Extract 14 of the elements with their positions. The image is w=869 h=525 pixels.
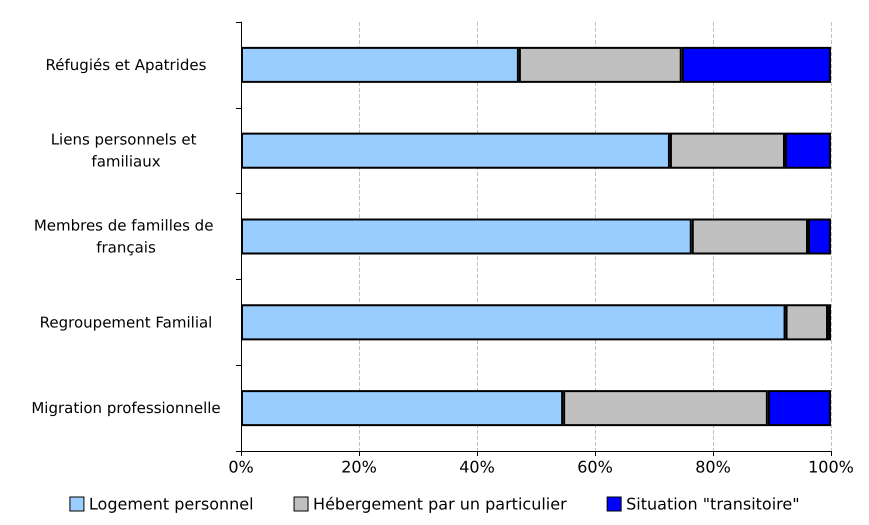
legend-label: Situation "transitoire" [626,494,800,514]
legend-label: Logement personnel [88,494,254,514]
x-tick-label: 40% [459,458,495,476]
y-tick-label: Membres de familles de français [34,216,218,256]
x-tick-label: 20% [341,458,377,476]
x-tick-label: 0% [228,458,254,476]
x-tick-label: 100% [808,458,854,476]
x-tick-label: 80% [695,458,731,476]
y-tick-label: Migration professionnelle [31,399,221,418]
y-tick-label: Liens personnels et familiaux [50,130,202,171]
y-tick-label: Réfugiés et Apatrides [46,56,207,74]
y-tick-label: Regroupement Familial [40,313,212,332]
x-tick-label: 60% [577,458,613,476]
legend-label: Hébergement par un particulier [313,494,568,514]
